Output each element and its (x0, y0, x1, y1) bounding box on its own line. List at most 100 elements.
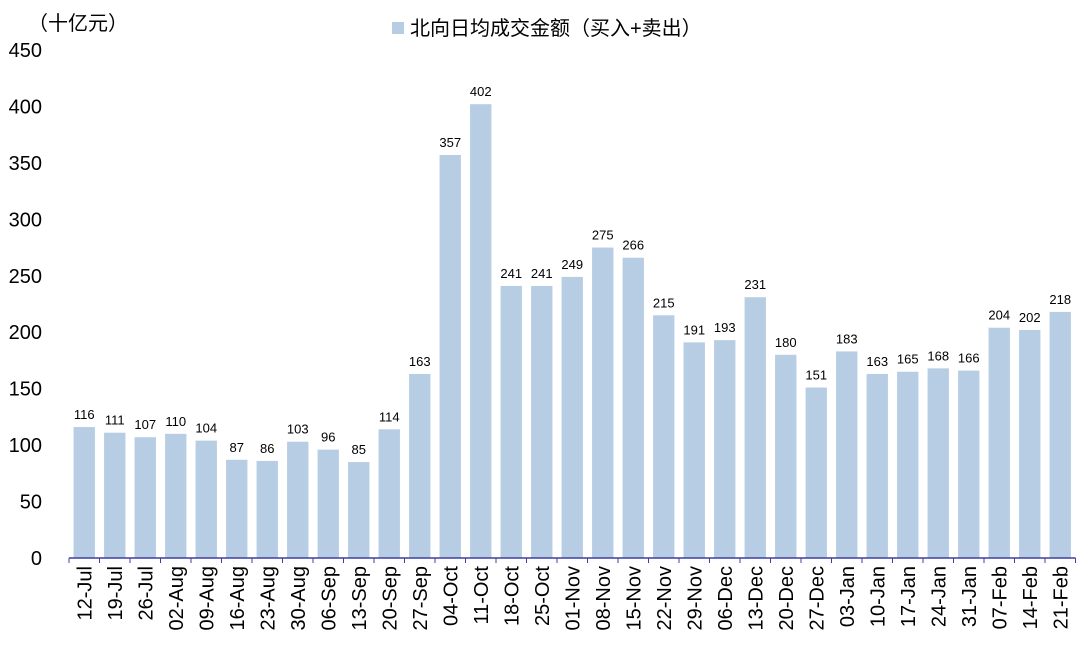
bar (165, 433, 187, 558)
x-tick-label: 22-Nov (654, 566, 676, 630)
bar (561, 276, 583, 558)
x-tick-label: 24-Jan (928, 566, 950, 627)
data-label: 111 (105, 413, 125, 428)
data-label: 241 (531, 266, 553, 281)
x-tick-label: 15-Nov (623, 566, 645, 630)
data-label: 151 (805, 368, 827, 383)
data-label: 114 (379, 409, 400, 424)
data-label: 218 (1049, 292, 1071, 307)
bar (1019, 329, 1041, 558)
bar (287, 441, 309, 558)
bar (73, 427, 95, 558)
bar (714, 340, 736, 558)
data-label: 215 (653, 295, 675, 310)
x-tick-label: 27-Sep (410, 566, 432, 631)
bar (683, 342, 705, 558)
bar (500, 285, 522, 558)
data-label: 357 (439, 135, 461, 150)
bar (866, 373, 888, 558)
y-tick-label: 350 (9, 153, 42, 175)
x-tick-label: 09-Aug (196, 566, 218, 631)
bar (805, 387, 827, 558)
bar (439, 154, 461, 558)
data-label: 165 (897, 352, 919, 367)
x-tick-label: 02-Aug (166, 566, 188, 631)
x-tick-label: 19-Jul (105, 566, 127, 620)
data-label: 163 (866, 354, 888, 369)
y-tick-label: 300 (9, 209, 42, 231)
data-label: 249 (561, 257, 583, 272)
x-tick-label: 23-Aug (257, 566, 279, 631)
bar (927, 368, 949, 558)
x-tick-label: 17-Jan (898, 566, 920, 627)
bar (897, 371, 919, 558)
y-tick-label: 200 (9, 322, 42, 344)
x-tick-label: 06-Sep (318, 566, 340, 631)
data-label: 96 (321, 430, 335, 445)
legend-swatch (392, 22, 404, 34)
x-tick-label: 04-Oct (440, 566, 462, 626)
bar (653, 315, 675, 558)
x-tick-label: 30-Aug (288, 566, 310, 631)
y-tick-label: 0 (31, 548, 42, 570)
bar (195, 440, 217, 558)
x-tick-label: 01-Nov (562, 566, 584, 630)
data-label: 87 (230, 440, 244, 455)
bar (775, 354, 797, 558)
bar (744, 297, 766, 558)
bar (317, 449, 339, 558)
data-label: 241 (500, 266, 522, 281)
x-tick-label: 13-Dec (745, 566, 767, 630)
legend-label: 北向日均成交金额（买入+卖出） (410, 17, 702, 40)
bar (1049, 311, 1071, 558)
bar (836, 351, 858, 558)
y-tick-label: 400 (9, 96, 42, 118)
bar (378, 429, 400, 558)
x-tick-label: 29-Nov (684, 566, 706, 630)
x-tick-label: 10-Jan (867, 566, 889, 627)
bar (531, 285, 553, 558)
bar (622, 257, 644, 558)
data-label: 110 (165, 414, 186, 429)
x-tick-label: 07-Feb (989, 566, 1011, 629)
x-tick-label: 20-Dec (776, 566, 798, 630)
data-label: 85 (352, 442, 366, 457)
x-tick-label: 21-Feb (1050, 566, 1072, 629)
y-tick-label: 100 (9, 435, 42, 457)
data-label: 116 (74, 407, 95, 422)
x-tick-label: 31-Jan (959, 566, 981, 627)
data-label: 191 (683, 322, 705, 337)
bar (256, 460, 278, 558)
data-label: 168 (927, 348, 949, 363)
bar (409, 373, 431, 558)
y-tick-label: 50 (20, 492, 42, 514)
data-label: 180 (775, 335, 797, 350)
bar (226, 459, 248, 558)
data-label: 275 (592, 228, 614, 243)
data-label: 104 (195, 421, 217, 436)
x-tick-label: 13-Sep (349, 566, 371, 631)
x-tick-label: 11-Oct (471, 566, 493, 625)
x-tick-label: 12-Jul (74, 566, 96, 620)
data-label: 183 (836, 331, 858, 346)
bar (958, 370, 980, 558)
x-tick-label: 27-Dec (806, 566, 828, 630)
y-axis-label: （十亿元） (28, 12, 128, 35)
data-label: 402 (470, 84, 492, 99)
data-label: 204 (988, 308, 1010, 323)
x-tick-label: 06-Dec (715, 566, 737, 630)
data-label: 193 (714, 320, 736, 335)
data-label: 163 (409, 354, 431, 369)
bar (592, 247, 614, 559)
data-label: 107 (134, 417, 156, 432)
x-tick-label: 08-Nov (593, 566, 615, 630)
x-tick-label: 14-Feb (1020, 566, 1042, 629)
bar (104, 432, 126, 558)
x-tick-label: 25-Oct (532, 566, 554, 626)
data-label: 231 (744, 277, 766, 292)
data-label: 166 (958, 351, 980, 366)
data-label: 202 (1019, 310, 1041, 325)
y-tick-label: 250 (9, 266, 42, 288)
bar (134, 437, 156, 558)
